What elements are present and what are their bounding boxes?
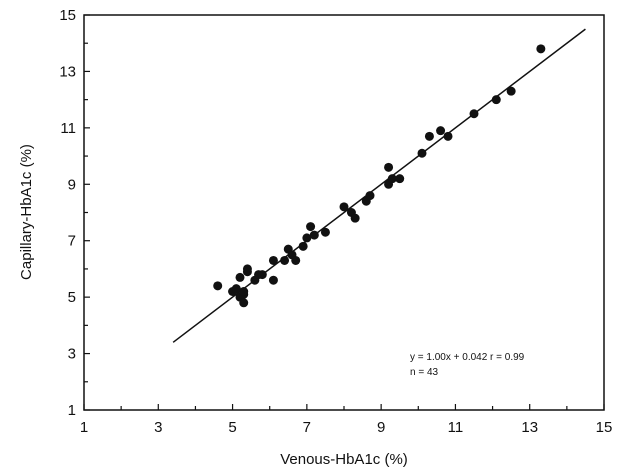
data-point [213,281,223,291]
data-point [306,222,316,232]
data-point [239,298,249,308]
data-point [291,255,301,265]
tick-marks [83,14,605,411]
y-tick-label: 7 [68,233,76,250]
data-point [365,191,375,201]
data-point [350,213,360,223]
y-axis-label: Capillary-HbA1c (%) [18,144,35,280]
x-tick-label: 7 [303,419,311,436]
data-point [491,95,501,105]
data-point [309,230,319,240]
x-tick-label: 13 [521,419,538,436]
x-tick-label: 9 [377,419,385,436]
y-tick-label: 11 [60,120,76,137]
y-tick-label: 9 [68,176,76,193]
data-point [231,284,241,294]
data-point [268,275,278,285]
data-point [424,131,434,141]
data-point [384,162,394,172]
y-tick-label: 15 [59,7,76,24]
data-point [235,272,245,282]
data-point [436,126,446,136]
regression-line [172,28,586,343]
data-point [443,131,453,141]
x-tick-label: 5 [228,419,236,436]
x-tick-label: 15 [596,419,613,436]
x-tick-label: 1 [80,419,88,436]
data-point [239,287,249,296]
data-point [242,264,252,274]
data-point [387,174,397,184]
equation-annotation: y = 1.00x + 0.042 r = 0.99 [410,352,525,363]
data-point [257,270,267,280]
data-point [536,44,546,54]
data-point [469,109,479,119]
data-point [417,148,427,158]
data-point [506,86,516,96]
data-point [268,255,278,265]
data-point [320,227,330,237]
x-tick-labels: 1 3 5 7 9 11 13 15 [80,419,613,436]
data-point [280,255,290,265]
data-point [298,241,308,251]
x-tick-label: 3 [154,419,162,436]
y-tick-label: 1 [68,402,76,419]
x-axis-label: Venous-HbA1c (%) [280,451,408,468]
y-tick-label: 13 [59,63,76,80]
data-points [213,44,546,308]
x-tick-label: 11 [448,419,464,436]
y-tick-label: 3 [68,346,76,363]
data-point [339,202,349,212]
data-point [395,174,405,184]
data-point [302,233,312,243]
y-tick-label: 5 [68,289,76,306]
count-annotation: n = 43 [410,367,439,378]
